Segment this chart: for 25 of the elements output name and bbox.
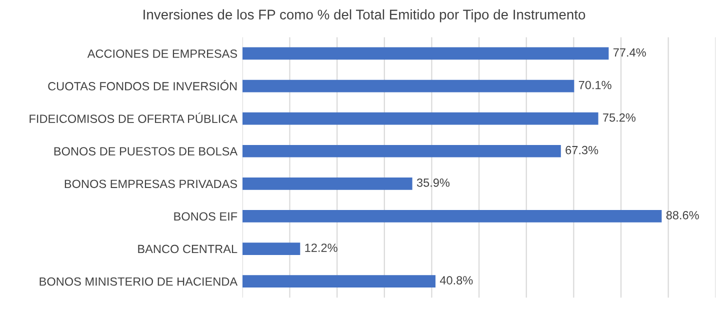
y-tick-label: BONOS DE PUESTOS DE BOLSA: [54, 147, 238, 156]
bar: [242, 177, 412, 190]
data-label: 40.8%: [440, 276, 473, 284]
chart-title: Inversiones de los FP como % del Total Emitido por Tipo de Instrumento: [144, 9, 586, 22]
bar: [242, 275, 436, 288]
bar: [242, 80, 574, 92]
y-tick-label: BONOS EMPRESAS PRIVADAS: [64, 180, 238, 188]
y-tick-label: BONOS EIF: [174, 212, 238, 221]
y-tick-label: FIDEICOMISOS DE OFERTA PÚBLICA: [30, 112, 238, 123]
data-label: 77.4%: [613, 48, 646, 57]
bar: [242, 242, 300, 255]
y-tick-label: ACCIONES DE EMPRESAS: [87, 50, 238, 58]
data-label: 88.6%: [666, 211, 699, 220]
data-label: 75.2%: [603, 113, 636, 122]
data-label: 35.9%: [416, 178, 450, 187]
bar: [242, 210, 662, 222]
data-label: 67.3%: [566, 146, 598, 154]
bar: [242, 47, 609, 60]
y-tick-label: BANCO CENTRAL: [138, 244, 238, 254]
data-label: 12.2%: [305, 244, 338, 252]
data-label: 70.1%: [578, 80, 612, 90]
y-tick-label: CUOTAS FONDOS DE INVERSIÓN: [48, 80, 237, 90]
bar: [242, 144, 561, 158]
bar: [242, 112, 598, 125]
y-tick-label: BONOS MINISTERIO DE HACIENDA: [40, 277, 238, 286]
